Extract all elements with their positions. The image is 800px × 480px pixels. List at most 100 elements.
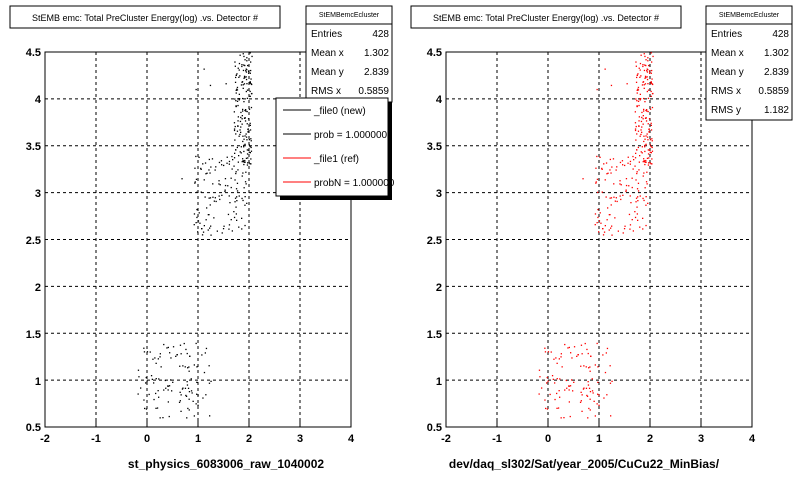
scatter-point — [597, 381, 599, 383]
scatter-point — [596, 403, 598, 405]
scatter-point — [619, 161, 622, 164]
scatter-point — [649, 151, 651, 153]
scatter-point — [651, 138, 653, 140]
scatter-point — [629, 195, 631, 197]
scatter-point — [650, 52, 652, 54]
scatter-point — [239, 75, 241, 77]
scatter-point — [602, 228, 604, 230]
scatter-point — [652, 92, 654, 95]
scatter-point — [551, 375, 554, 377]
scatter-point — [641, 126, 643, 128]
scatter-point — [611, 166, 613, 168]
scatter-point — [243, 75, 246, 77]
scatter-point — [154, 357, 156, 359]
scatter-point — [250, 140, 252, 142]
right-stats-box: StEMBemcEcluster Entries 428 Mean x 1.30… — [705, 5, 793, 121]
scatter-point — [629, 163, 631, 165]
scatter-point — [651, 61, 653, 63]
scatter-point — [236, 196, 238, 198]
scatter-point — [235, 92, 237, 94]
scatter-point — [242, 172, 244, 174]
scatter-point — [228, 224, 231, 226]
scatter-point — [651, 158, 653, 160]
scatter-point — [614, 200, 616, 202]
scatter-point — [195, 178, 198, 180]
scatter-point — [187, 367, 189, 369]
scatter-point — [203, 179, 205, 181]
scatter-point — [651, 78, 653, 80]
scatter-point — [238, 99, 240, 101]
scatter-point — [197, 220, 200, 222]
left-ytick-7: 4 — [35, 94, 42, 106]
scatter-point — [245, 76, 247, 78]
scatter-point — [544, 347, 546, 349]
scatter-point — [248, 144, 250, 146]
scatter-point — [636, 213, 638, 215]
scatter-point — [250, 61, 252, 63]
scatter-point — [236, 146, 238, 149]
scatter-point — [559, 396, 561, 398]
scatter-point — [180, 394, 182, 396]
left-ytick-2: 1.5 — [26, 329, 41, 341]
scatter-point — [202, 231, 205, 233]
scatter-point — [642, 118, 644, 120]
scatter-point — [547, 380, 549, 382]
scatter-point — [610, 415, 612, 417]
scatter-point — [635, 139, 637, 141]
scatter-point — [166, 347, 168, 349]
scatter-point — [567, 347, 569, 349]
legend-entry-2: _file1 (ref) — [313, 154, 359, 165]
scatter-point — [205, 347, 208, 350]
scatter-point — [224, 190, 226, 193]
scatter-point — [224, 189, 226, 191]
scatter-point — [240, 126, 242, 128]
left-ytick-1: 1 — [35, 376, 41, 388]
scatter-point — [159, 417, 161, 419]
scatter-point — [642, 115, 644, 117]
scatter-point — [237, 67, 239, 69]
left-stats-value-1: 1.302 — [364, 48, 389, 59]
scatter-point — [639, 99, 641, 101]
scatter-point — [610, 227, 612, 229]
scatter-point — [245, 136, 248, 138]
scatter-point — [165, 387, 167, 389]
scatter-point — [646, 110, 648, 112]
scatter-point — [636, 172, 638, 175]
scatter-point — [601, 167, 603, 170]
scatter-point — [240, 146, 242, 148]
scatter-point — [235, 171, 237, 173]
scatter-point — [641, 131, 643, 133]
scatter-point — [595, 167, 597, 169]
scatter-point — [245, 90, 247, 93]
scatter-point — [198, 212, 200, 214]
scatter-point — [179, 391, 181, 393]
scatter-point — [152, 358, 154, 360]
scatter-point — [200, 167, 202, 170]
scatter-point — [238, 135, 240, 137]
scatter-point — [597, 393, 599, 395]
scatter-point — [251, 92, 253, 95]
scatter-point — [605, 162, 608, 164]
scatter-point — [580, 400, 582, 402]
scatter-point — [563, 417, 565, 419]
scatter-point — [153, 398, 155, 401]
scatter-point — [239, 98, 241, 100]
scatter-point — [185, 348, 187, 351]
scatter-point — [145, 382, 147, 384]
scatter-point — [645, 204, 647, 206]
scatter-point — [587, 381, 589, 383]
scatter-point — [646, 71, 649, 73]
scatter-point — [576, 355, 578, 357]
right-stats-label-3: RMS x — [711, 86, 741, 97]
scatter-point — [246, 57, 248, 59]
scatter-point — [557, 407, 560, 409]
scatter-point — [648, 131, 651, 133]
left-ytick-5: 3 — [35, 188, 41, 200]
scatter-point — [237, 161, 239, 163]
scatter-point — [213, 217, 215, 219]
scatter-point — [237, 116, 239, 118]
scatter-point — [187, 387, 190, 389]
scatter-point — [210, 225, 212, 227]
right-xtick-6: 4 — [749, 433, 756, 445]
scatter-point — [219, 184, 221, 186]
